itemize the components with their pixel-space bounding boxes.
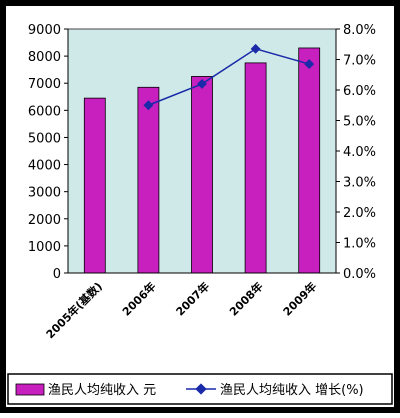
y-left-tick-label: 6000: [28, 104, 61, 119]
y-left-tick-label: 1000: [28, 240, 61, 255]
bar-4: [244, 62, 267, 274]
growth-line: [148, 48, 310, 106]
bar-2: [137, 86, 160, 274]
y-axis-right: 0.0% 1.0% 2.0% 3.0% 4.0% 5.0% 6.0% 7.0% 8.0%: [335, 23, 376, 282]
y-right-tick-label: 2.0%: [343, 206, 376, 221]
y-left-tick-label: 7000: [28, 77, 61, 92]
y-right-tick-label: 3.0%: [343, 176, 376, 191]
y-left-tick-label: 3000: [28, 186, 61, 201]
legend: 渔民人均纯收入 元 渔民人均纯收入 增长(%): [7, 373, 393, 405]
legend-bar-label: 渔民人均纯收入 元: [48, 383, 156, 398]
bar-5: [298, 47, 321, 274]
y-right-tick-label: 5.0%: [343, 115, 376, 130]
bar-1: [83, 97, 106, 274]
y-right-tick-label: 8.0%: [343, 23, 376, 38]
growth-point-2: [143, 100, 154, 111]
legend-line-label: 渔民人均纯收入 增长(%): [220, 383, 364, 398]
y-right-tick-label: 6.0%: [343, 84, 376, 99]
y-left-tick-label: 0: [53, 267, 61, 282]
bar-3: [191, 76, 213, 274]
legend-line-marker: [195, 383, 207, 395]
y-left-tick-label: 5000: [28, 131, 61, 146]
y-left-tick-label: 8000: [28, 50, 61, 65]
y-left-tick-label: 4000: [28, 159, 61, 174]
y-left-tick-label: 2000: [28, 213, 61, 228]
y-left-tick-label: 9000: [28, 23, 61, 38]
y-axis-left: 0 1000 2000 3000 4000 5000 6000 7000 8000 9000: [28, 23, 69, 282]
legend-bar-swatch: [15, 383, 45, 396]
y-right-tick-label: 0.0%: [343, 267, 376, 282]
y-right-tick-label: 7.0%: [343, 54, 376, 69]
y-right-tick-label: 4.0%: [343, 145, 376, 160]
plot-area: [67, 28, 337, 274]
growth-point-3: [197, 78, 207, 89]
y-right-tick-label: 1.0%: [343, 237, 376, 252]
